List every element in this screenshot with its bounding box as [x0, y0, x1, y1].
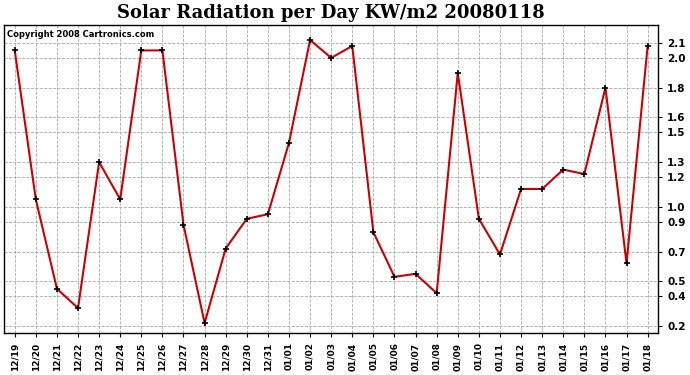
Text: Copyright 2008 Cartronics.com: Copyright 2008 Cartronics.com: [8, 30, 155, 39]
Title: Solar Radiation per Day KW/m2 20080118: Solar Radiation per Day KW/m2 20080118: [117, 4, 545, 22]
